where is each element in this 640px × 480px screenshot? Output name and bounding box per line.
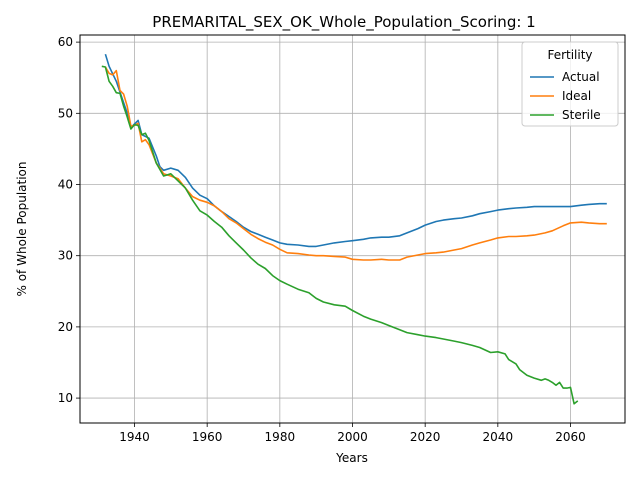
legend-entry-ideal: Ideal (562, 89, 591, 103)
y-tick-label: 10 (58, 391, 73, 405)
legend-title: Fertility (547, 48, 592, 62)
x-axis-label: Years (335, 451, 368, 465)
x-tick-label: 1980 (265, 430, 296, 444)
x-tick-label: 2060 (555, 430, 586, 444)
x-tick-label: 2000 (337, 430, 368, 444)
y-axis: 10 20 30 40 50 60 (58, 35, 80, 405)
x-tick-label: 2020 (410, 430, 441, 444)
chart-title: PREMARITAL_SEX_OK_Whole_Population_Scori… (152, 13, 535, 32)
series-line-ideal (104, 66, 607, 261)
y-tick-label: 40 (58, 178, 73, 192)
x-tick-label: 2040 (483, 430, 514, 444)
y-tick-label: 20 (58, 320, 73, 334)
legend-entry-sterile: Sterile (562, 108, 601, 122)
y-axis-label: % of Whole Population (15, 162, 29, 297)
y-tick-label: 30 (58, 249, 73, 263)
legend-box (521, 41, 619, 127)
series-line-sterile (101, 65, 579, 405)
series-lines (101, 53, 607, 405)
y-tick-label: 50 (58, 106, 73, 120)
legend: Fertility Actual Ideal Sterile (521, 41, 619, 127)
x-axis: 1940 1960 1980 2000 2020 2040 2060 (119, 423, 586, 444)
series-line-actual (104, 53, 607, 248)
legend-entry-actual: Actual (562, 70, 600, 84)
x-tick-label: 1960 (192, 430, 223, 444)
x-tick-label: 1940 (119, 430, 150, 444)
y-tick-label: 60 (58, 35, 73, 49)
